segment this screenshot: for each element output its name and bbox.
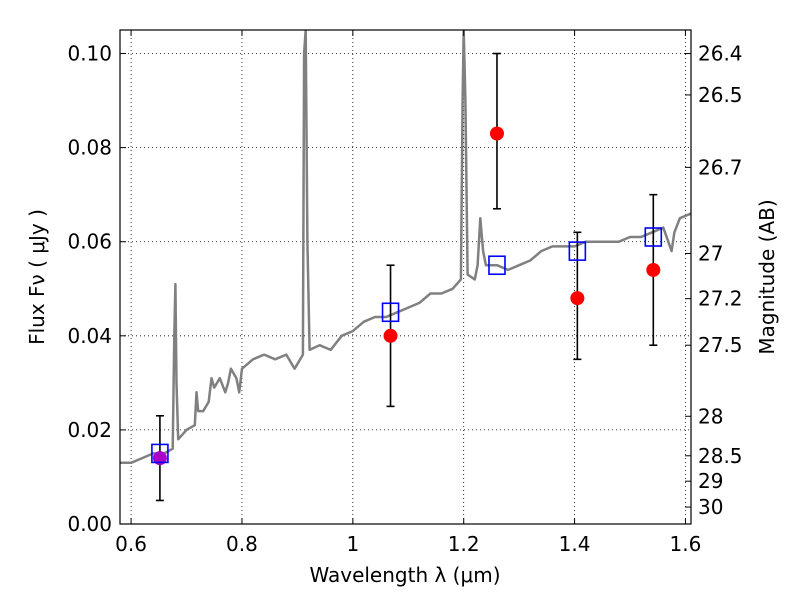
model-point xyxy=(644,227,663,247)
model-point xyxy=(381,302,400,323)
y-axis-label: Flux Fν ( μJy ) xyxy=(25,209,49,345)
x-axis-label: Wavelength λ (μm) xyxy=(309,563,500,587)
model-point xyxy=(568,241,587,261)
x-tick-label: 1.4 xyxy=(559,532,591,556)
y-right-tick-label: 27.5 xyxy=(698,333,743,357)
y-right-tick-label: 26.5 xyxy=(698,83,743,107)
grid xyxy=(120,30,691,525)
x-tick-label: 1.6 xyxy=(670,532,702,556)
model-point xyxy=(488,255,506,276)
ticks: 0.6 0.8 1 1.2 1.4 1.6 0.00 0.02 0.04 0.06 0.08 0.10… xyxy=(67,30,743,556)
spectrum-line xyxy=(120,30,691,465)
observed-point xyxy=(570,291,585,306)
observed-point xyxy=(489,126,504,141)
observed-point xyxy=(646,262,661,277)
model-point xyxy=(151,443,169,464)
axes-frame xyxy=(119,29,692,525)
y-tick-label: 0.08 xyxy=(67,136,112,160)
x-tick-label: 1 xyxy=(346,532,359,556)
y-right-tick-label: 27 xyxy=(698,241,723,265)
y-right-tick-label: 27.2 xyxy=(698,287,743,311)
y-right-tick-label: 28.5 xyxy=(698,444,743,468)
x-tick-label: 1.2 xyxy=(448,532,480,556)
y-right-tick-label: 29 xyxy=(698,469,723,493)
y-right-tick-label: 26.4 xyxy=(698,42,743,66)
plot-area xyxy=(120,30,691,502)
y-right-tick-label: 26.7 xyxy=(698,155,743,179)
y-right-tick-label: 28 xyxy=(698,404,723,428)
y-axis-right-label: Magnitude (AB) xyxy=(755,199,779,354)
y-right-tick-label: 30 xyxy=(698,495,723,519)
y-tick-label: 0.02 xyxy=(67,418,112,442)
y-tick-label: 0.06 xyxy=(67,230,112,254)
observed-point xyxy=(383,328,398,343)
x-tick-label: 0.8 xyxy=(226,532,258,556)
x-tick-label: 0.6 xyxy=(115,532,147,556)
y-tick-label: 0.00 xyxy=(67,512,112,536)
y-tick-label: 0.10 xyxy=(67,42,112,66)
y-tick-label: 0.04 xyxy=(67,324,112,348)
